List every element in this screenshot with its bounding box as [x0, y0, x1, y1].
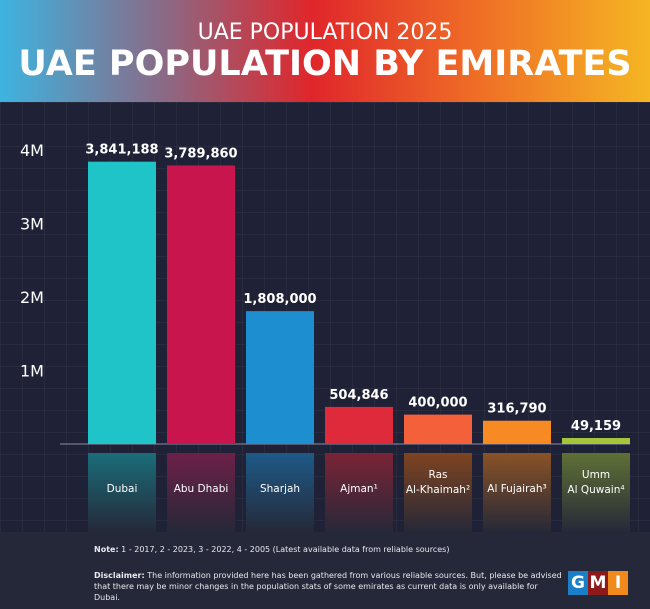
category-label-box — [167, 453, 235, 533]
bar — [562, 438, 630, 444]
disclaimer-text: The information provided here has been g… — [94, 571, 562, 602]
disclaimer: Disclaimer: The information provided her… — [94, 570, 564, 603]
category-label-box — [88, 453, 156, 533]
category-label: Ajman¹ — [340, 483, 378, 495]
category-label-box — [562, 453, 630, 533]
header-banner: UAE POPULATION 2025 UAE POPULATION BY EM… — [0, 0, 650, 102]
disclaimer-label: Disclaimer: — [94, 571, 145, 580]
category-label-box — [404, 453, 472, 533]
y-tick-label: 1M — [20, 362, 44, 381]
y-tick-label: 3M — [20, 215, 44, 234]
data-label: 3,789,860 — [164, 146, 237, 161]
y-tick-label: 2M — [20, 288, 44, 307]
category-label: Umm — [582, 469, 610, 481]
chart-subtitle: UAE POPULATION 2025 — [197, 20, 453, 45]
data-label: 504,846 — [329, 388, 388, 403]
category-label-box — [483, 453, 551, 533]
bar — [167, 165, 235, 444]
category-label: Al Quwain⁴ — [567, 484, 624, 496]
category-label: Abu Dhabi — [174, 483, 229, 495]
category-label: Al Fujairah³ — [487, 483, 546, 495]
category-label: Ras — [429, 469, 448, 481]
bar — [246, 311, 314, 444]
category-label-box — [246, 453, 314, 533]
category-label: Sharjah — [260, 483, 300, 495]
data-label: 49,159 — [571, 419, 621, 434]
note: Note: 1 - 2017, 2 - 2023, 3 - 2022, 4 - … — [94, 545, 449, 554]
data-label: 3,841,188 — [85, 143, 158, 158]
chart-title: UAE POPULATION BY EMIRATES — [18, 44, 632, 84]
note-label: Note: — [94, 545, 119, 554]
data-label: 1,808,000 — [243, 292, 316, 307]
data-label: 400,000 — [408, 396, 467, 411]
category-label: Al-Khaimah² — [406, 484, 470, 496]
bar — [88, 161, 156, 445]
data-label: 316,790 — [487, 402, 546, 417]
bar — [404, 414, 472, 444]
category-label-box — [325, 453, 393, 533]
y-tick-label: 4M — [20, 141, 44, 160]
note-text: 1 - 2017, 2 - 2023, 3 - 2022, 4 - 2005 (… — [118, 545, 450, 554]
category-label: Dubai — [107, 483, 138, 495]
bar — [483, 420, 551, 444]
bar — [325, 406, 393, 444]
